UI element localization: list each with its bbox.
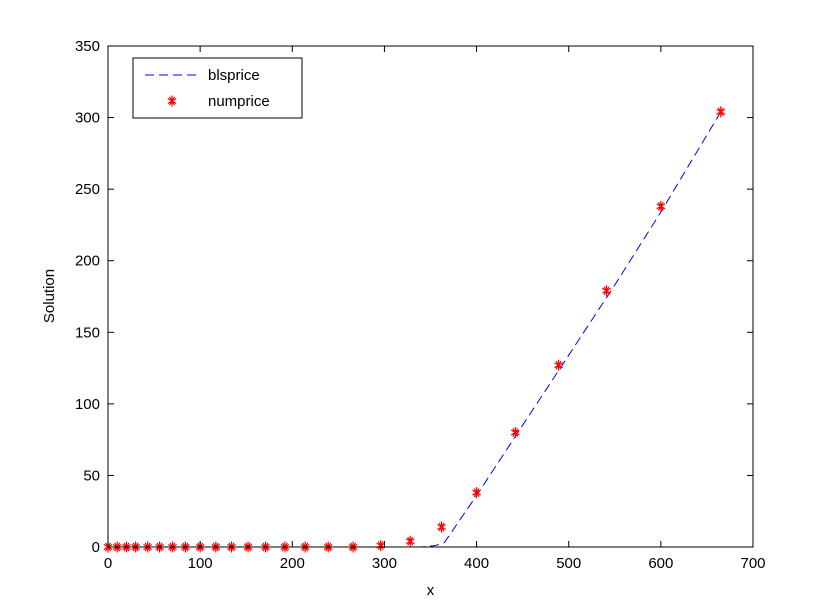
y-tick-label: 100 — [75, 396, 100, 413]
x-tick-label: 300 — [372, 555, 397, 572]
y-tick-label: 0 — [92, 539, 100, 556]
legend: blsprice numprice — [132, 57, 303, 119]
data-point-numprice — [656, 200, 666, 212]
data-point-numprice — [510, 426, 520, 439]
plot-marks — [103, 106, 726, 553]
data-point-numprice — [437, 521, 446, 533]
axes-ticks: 0 100 200 300 400 500 600 700 0 50 100 150 200 250 300… — [75, 38, 766, 572]
data-point-numprice — [602, 285, 611, 297]
y-tick-label: 300 — [75, 110, 100, 127]
x-tick-label: 100 — [188, 555, 213, 572]
plot-frame — [107, 45, 754, 548]
legend-box — [132, 57, 303, 119]
y-tick-label: 250 — [75, 181, 100, 198]
data-point-numprice — [376, 539, 386, 552]
x-tick-label: 400 — [464, 555, 489, 572]
legend-star-marker — [167, 95, 177, 107]
series-line-blsprice — [108, 111, 722, 548]
x-tick-label: 500 — [556, 555, 581, 572]
legend-label-blsprice: blsprice — [208, 67, 260, 84]
data-point-numprice — [554, 359, 563, 371]
legend-swatch-numprice — [167, 95, 177, 107]
x-tick-label: 700 — [740, 555, 765, 572]
legend-label-numprice: numprice — [208, 93, 270, 110]
x-tick-label: 0 — [104, 555, 112, 572]
y-axis-label: Solution — [41, 269, 58, 323]
data-point-numprice — [405, 535, 415, 547]
y-tick-label: 50 — [83, 467, 100, 484]
x-axis-label: x — [427, 582, 435, 599]
y-tick-label: 200 — [75, 253, 100, 270]
data-point-numprice — [716, 106, 726, 118]
data-point-numprice — [472, 487, 481, 499]
x-tick-label: 200 — [280, 555, 305, 572]
y-tick-label: 150 — [75, 324, 100, 341]
x-tick-label: 600 — [648, 555, 673, 572]
y-tick-label: 350 — [75, 38, 100, 55]
